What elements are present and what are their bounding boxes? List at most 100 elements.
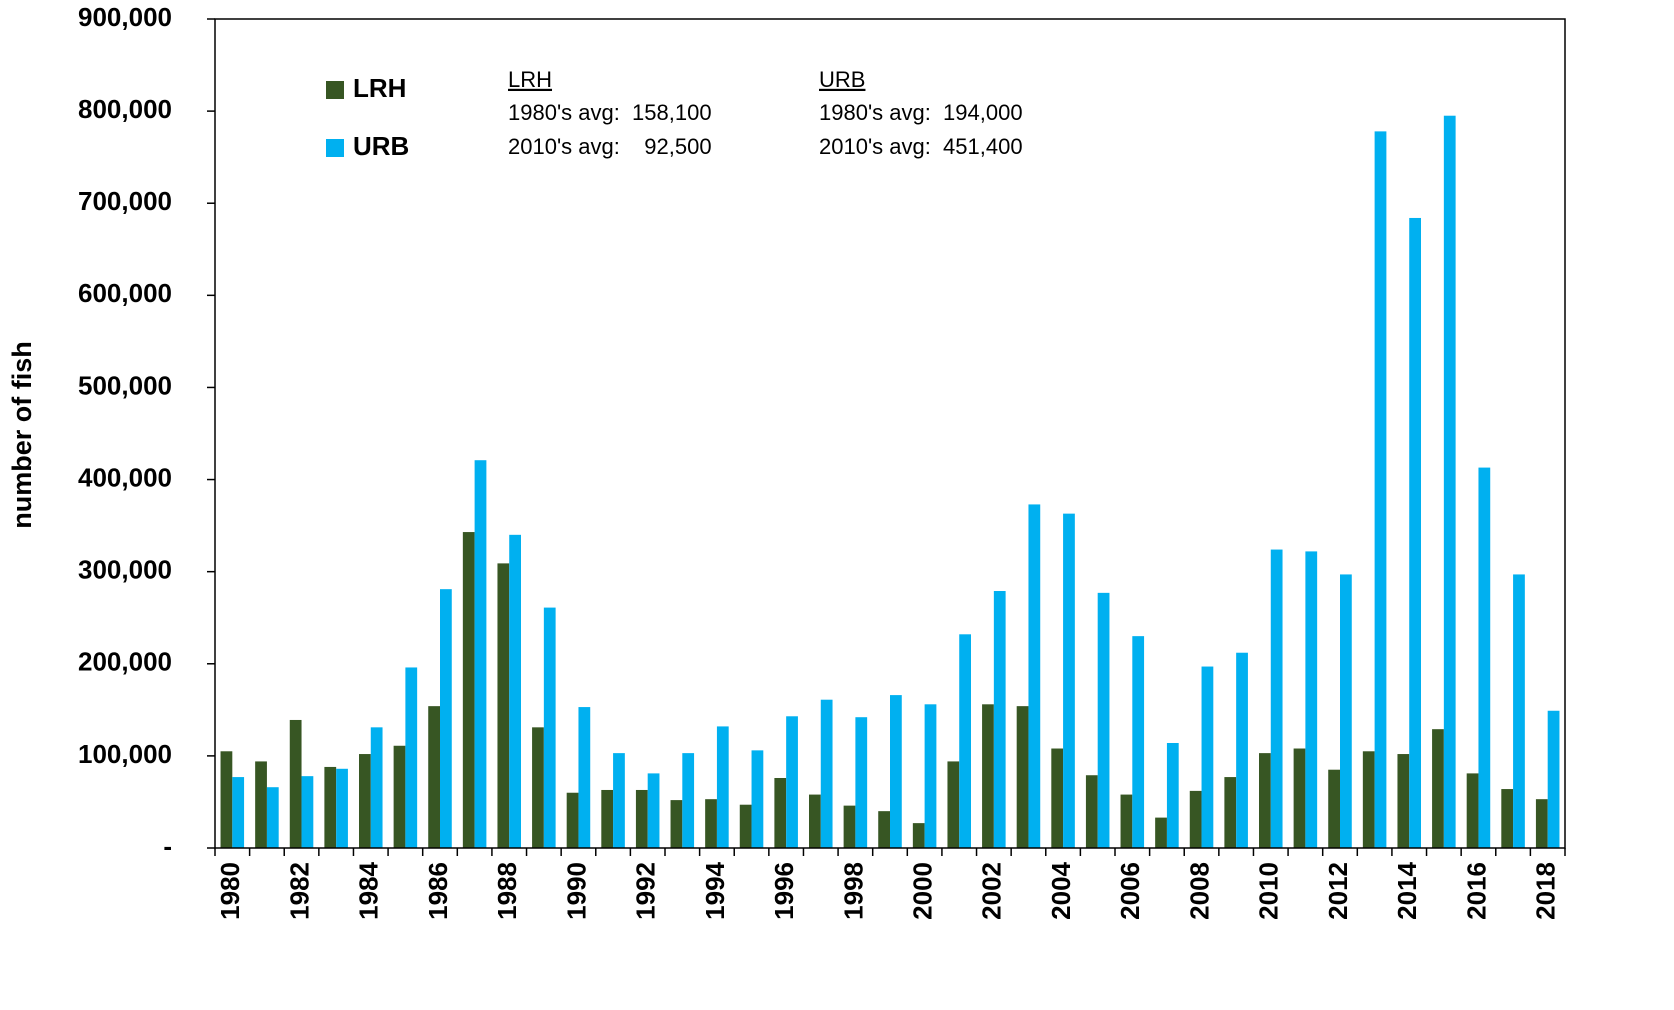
bar <box>1051 748 1064 848</box>
bar <box>301 776 314 848</box>
bar <box>751 750 764 848</box>
bar <box>855 717 868 848</box>
bar <box>255 761 267 848</box>
bar <box>1224 777 1237 848</box>
x-tick-label: 1998 <box>838 862 868 920</box>
bar <box>428 706 440 848</box>
bar <box>1397 754 1410 848</box>
x-tick-label: 1990 <box>561 862 591 920</box>
bar <box>1063 513 1075 848</box>
plot-frame <box>214 18 1566 849</box>
bar <box>220 751 233 848</box>
bar <box>739 804 752 848</box>
annotation-heading: LRH <box>508 67 552 92</box>
bar <box>1016 706 1029 848</box>
x-tick-label: 2018 <box>1531 862 1561 920</box>
x-tick-label: 1994 <box>700 861 730 919</box>
bar <box>324 766 337 848</box>
y-tick-label: 300,000 <box>78 555 172 585</box>
bar <box>843 805 856 848</box>
bar <box>959 634 971 848</box>
x-tick-label: 2014 <box>1392 861 1422 919</box>
bar <box>1201 666 1214 848</box>
bar <box>497 563 510 848</box>
bar <box>359 754 371 848</box>
bar <box>532 727 544 848</box>
y-tick-label: 600,000 <box>78 278 172 308</box>
bar <box>1374 131 1387 848</box>
bar <box>232 777 245 848</box>
bar <box>647 773 660 848</box>
bar <box>370 727 383 848</box>
annotation-heading: URB <box>819 67 865 92</box>
bar <box>1189 790 1202 848</box>
x-tick-label: 2012 <box>1323 862 1353 920</box>
bar <box>670 800 683 848</box>
bar <box>1085 775 1098 848</box>
bar <box>786 716 798 848</box>
bar <box>705 799 717 848</box>
x-tick-label: 1988 <box>492 862 522 920</box>
legend-label: LRH <box>353 73 406 103</box>
x-tick-label: 1982 <box>284 862 314 920</box>
x-tick-label: 1980 <box>215 862 245 920</box>
bar <box>1362 751 1375 848</box>
y-tick-label: - <box>163 831 172 861</box>
bar <box>1028 504 1041 848</box>
x-tick-label: 2008 <box>1184 862 1214 920</box>
bar <box>474 460 487 848</box>
bar <box>1443 115 1456 848</box>
bar <box>578 707 591 848</box>
x-tick-label: 2000 <box>907 862 937 920</box>
bar <box>1513 574 1525 848</box>
bar <box>993 591 1006 848</box>
annotation-line: 1980's avg: 194,000 <box>819 100 1023 125</box>
bar <box>878 811 890 848</box>
bar <box>1409 217 1421 848</box>
x-tick-label: 1984 <box>354 861 384 919</box>
y-tick-label: 700,000 <box>78 186 172 216</box>
bar <box>509 534 521 848</box>
bar <box>1478 467 1491 848</box>
bar <box>912 823 925 848</box>
bar <box>1547 710 1560 848</box>
bar <box>716 726 729 848</box>
bar <box>924 704 937 848</box>
bar <box>820 699 833 848</box>
bar <box>1132 636 1145 848</box>
x-tick-label: 2016 <box>1461 862 1491 920</box>
bar <box>809 794 821 848</box>
bar <box>682 753 695 848</box>
x-tick-label: 2006 <box>1115 862 1145 920</box>
bar <box>289 719 302 848</box>
bar <box>440 589 452 848</box>
x-tick-label: 2010 <box>1254 862 1284 920</box>
legend-label: URB <box>353 131 409 161</box>
y-tick-label: 100,000 <box>78 739 172 769</box>
bar <box>1155 817 1167 848</box>
bar <box>405 667 418 848</box>
x-tick-label: 2002 <box>977 862 1007 920</box>
y-tick-label: 800,000 <box>78 94 172 124</box>
bar <box>1120 794 1133 848</box>
y-axis-label: number of fish <box>7 341 37 529</box>
bar <box>1340 574 1352 848</box>
bar <box>462 532 475 848</box>
bar <box>1305 551 1318 848</box>
y-tick-label: 500,000 <box>78 370 172 400</box>
bar <box>890 695 902 848</box>
bar <box>1259 753 1271 848</box>
annotation-line: 2010's avg: 451,400 <box>819 134 1023 159</box>
bar <box>1328 769 1340 848</box>
y-tick-label: 900,000 <box>78 2 172 32</box>
x-tick-label: 1992 <box>631 862 661 920</box>
x-tick-label: 1986 <box>423 862 453 920</box>
bar <box>1270 549 1283 848</box>
bar <box>982 704 994 848</box>
legend-swatch <box>326 81 344 99</box>
x-tick-label: 2004 <box>1046 861 1076 919</box>
annotation-line: 2010's avg: 92,500 <box>508 134 712 159</box>
bar <box>1501 789 1514 848</box>
bar <box>601 789 614 848</box>
